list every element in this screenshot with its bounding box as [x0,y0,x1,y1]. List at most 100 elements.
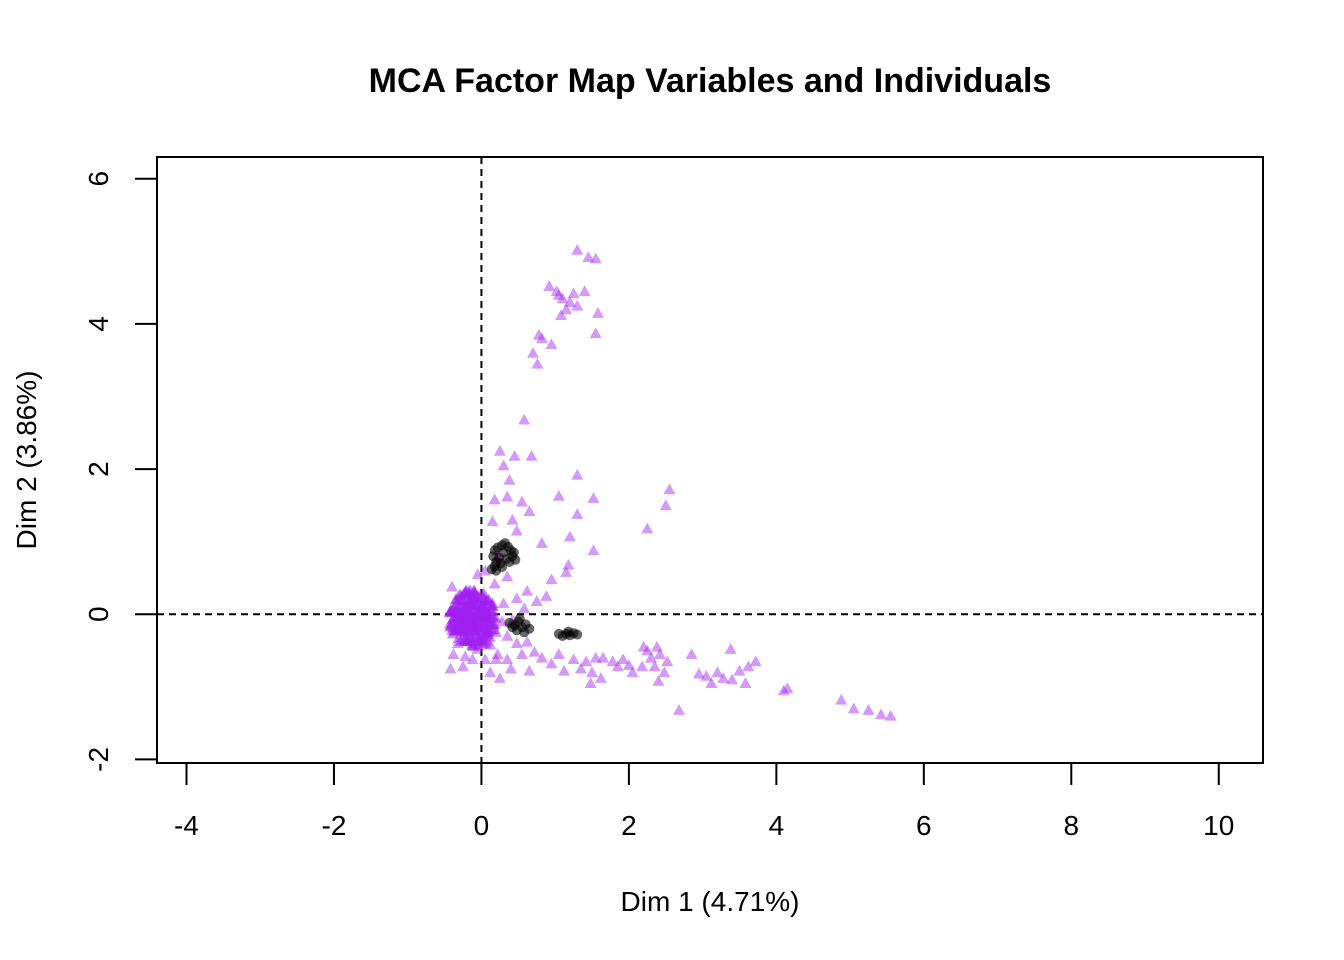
individual-point [510,592,523,604]
individual-point [518,413,531,425]
individual-point [484,666,497,678]
individual-point [479,564,492,576]
reference-lines [157,157,1263,763]
individual-point [501,490,514,502]
individual-point [489,611,502,623]
individual-point [535,537,548,548]
individual-point [484,638,497,650]
individual-point [449,602,462,614]
individual-point [454,597,467,609]
individual-point [493,672,506,683]
individual-point [462,584,475,596]
individual-point [560,566,573,577]
individual-point [555,309,568,321]
individuals-points [443,243,897,721]
individual-point [550,285,563,297]
variables-points [486,538,583,641]
individual-point [650,640,663,652]
individual-point [460,604,473,616]
individual-point [486,515,499,527]
individual-point [587,544,600,556]
individual-point [479,653,492,665]
individual-point [636,660,649,672]
individual-point [490,653,503,665]
individual-point [626,666,639,678]
individual-point [705,677,718,688]
y-axis: -2 0 2 4 6 [83,171,158,772]
individual-point [622,659,635,670]
individual-point [488,577,501,589]
individual-point [504,662,517,674]
individual-point [558,664,571,676]
individual-point [525,450,538,461]
individual-point [473,635,486,647]
variable-point [510,554,521,565]
x-tick-label: 2 [621,810,637,841]
individual-point [510,524,523,536]
individual-point [535,651,548,663]
individual-point [692,667,705,679]
x-tick-label: 4 [769,810,785,841]
individual-point [545,573,558,585]
individual-point [456,660,469,672]
variable-point [497,562,508,573]
plot-frame [156,156,1264,764]
variable-point [507,622,518,633]
individual-point [474,601,487,613]
individual-point [724,643,737,654]
individual-point [467,602,480,614]
individual-point [540,590,553,601]
individual-point [661,655,674,667]
individual-point [451,637,464,649]
individual-point [497,597,510,609]
y-axis-label: Dim 2 (3.86%) [11,371,42,550]
individual-point [467,612,480,624]
individual-point [586,666,599,678]
individual-point [563,296,576,307]
individual-point [597,651,610,663]
individual-point [742,660,755,672]
individual-point [616,653,629,665]
individual-point [493,444,506,456]
individual-point [508,450,521,461]
x-axis: -4 -2 0 2 4 6 8 10 [174,762,1234,841]
individual-point [488,493,501,505]
individual-point [862,704,875,715]
x-tick-label: -4 [174,810,199,841]
individual-point [468,624,481,635]
individual-point [641,522,654,534]
individual-point [580,655,593,667]
individual-point [518,602,531,614]
individual-point [739,677,752,688]
individual-point [461,634,474,646]
individual-point [552,489,565,501]
y-tick-label: 4 [83,316,114,332]
individual-point [501,629,514,641]
individual-point [523,505,536,516]
individual-point [488,617,501,629]
individual-point [453,593,466,605]
individual-point [506,513,519,525]
individual-point [847,702,860,714]
individual-point [444,662,457,674]
individual-point [571,508,584,519]
individual-point [471,599,484,611]
individual-point [523,664,536,676]
individual-point [445,580,458,592]
individual-point [545,657,558,669]
individual-point [648,660,661,672]
individual-point [875,708,888,720]
individual-point [884,709,897,721]
individual-point [563,530,576,542]
individual-point [556,292,569,304]
individual-point [527,346,540,358]
individual-point [571,243,584,255]
individual-point [521,584,534,596]
y-tick-label: -2 [83,747,114,772]
individual-point [456,617,469,629]
individual-point [497,459,510,471]
variable-point [572,629,583,640]
x-tick-label: 8 [1064,810,1080,841]
individual-point [589,252,602,264]
chart-title: MCA Factor Map Variables and Individuals [369,62,1052,100]
